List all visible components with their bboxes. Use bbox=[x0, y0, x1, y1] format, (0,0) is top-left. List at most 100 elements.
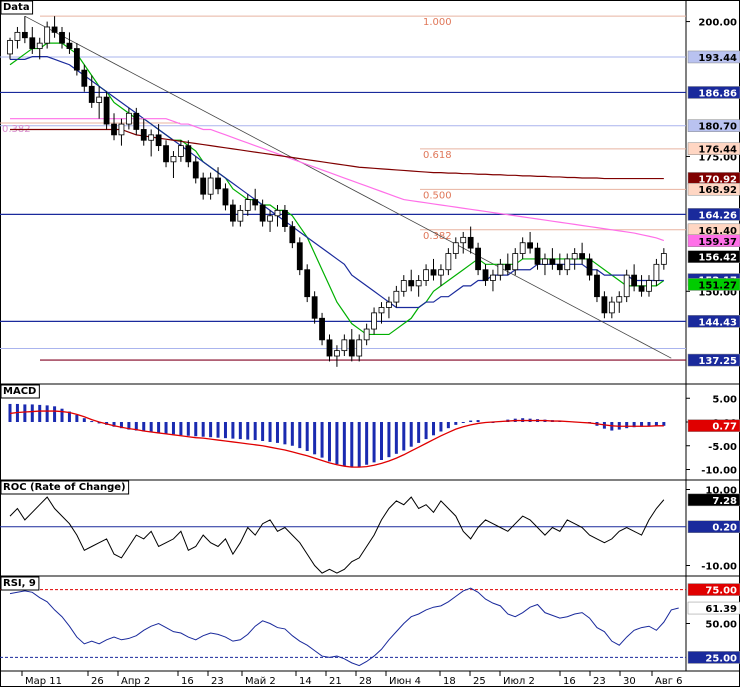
macd-bar bbox=[238, 422, 242, 440]
time-tick-label: 26 bbox=[91, 676, 104, 687]
macd-bar bbox=[446, 422, 450, 429]
candle-body bbox=[564, 258, 571, 271]
candle-body bbox=[542, 258, 548, 265]
macd-bar bbox=[179, 422, 183, 436]
macd-bar bbox=[223, 422, 227, 439]
candle-body bbox=[660, 253, 667, 265]
candle-body bbox=[200, 177, 207, 195]
candle-body bbox=[408, 280, 415, 287]
fib-label: 0.500 bbox=[423, 190, 452, 201]
macd-bar bbox=[149, 422, 153, 433]
rsi-level-label-box bbox=[687, 583, 740, 596]
macd-bar bbox=[60, 408, 64, 422]
time-tick-label: 16 bbox=[563, 676, 576, 687]
candle-body bbox=[88, 85, 95, 103]
time-tick-label: 23 bbox=[211, 676, 224, 687]
candle-body bbox=[267, 215, 273, 222]
candle-body bbox=[586, 258, 593, 276]
macd-bar bbox=[75, 414, 79, 422]
candle-body bbox=[185, 145, 192, 163]
price-level-label: 186.86 bbox=[698, 88, 737, 99]
macd-bar bbox=[246, 422, 250, 440]
time-tick-label: 21 bbox=[329, 676, 342, 687]
macd-bar bbox=[454, 422, 458, 425]
candle-body bbox=[326, 339, 333, 357]
last-price-arrow bbox=[689, 255, 695, 260]
fib-label: 0.382 bbox=[423, 231, 452, 242]
macd-bar bbox=[409, 422, 413, 447]
macd-bar bbox=[67, 411, 71, 422]
candle-body bbox=[497, 263, 504, 276]
macd-bar bbox=[662, 422, 666, 426]
time-tick-label: 23 bbox=[593, 676, 606, 687]
time-tick-label: 16 bbox=[181, 676, 194, 687]
macd-bar bbox=[261, 422, 265, 441]
macd-bar bbox=[476, 420, 480, 422]
candle-body bbox=[140, 129, 147, 141]
macd-bar bbox=[432, 422, 436, 436]
macd-bar bbox=[372, 422, 376, 463]
rsi-y-tick: 50.00 bbox=[705, 620, 737, 631]
candle-body bbox=[21, 31, 28, 39]
candle-body bbox=[638, 285, 645, 292]
candle-body bbox=[229, 204, 236, 222]
candle-body bbox=[334, 350, 340, 357]
macd-bar bbox=[201, 422, 205, 437]
candle-body bbox=[356, 339, 363, 357]
candle-body bbox=[155, 134, 162, 147]
candle-body bbox=[289, 226, 296, 244]
rsi-value-label: 61.39 bbox=[705, 604, 737, 615]
macd-bar bbox=[394, 422, 398, 454]
macd-bar bbox=[640, 422, 644, 427]
candle-body bbox=[631, 274, 638, 287]
candle-body bbox=[452, 242, 459, 254]
roc-reference-label-box bbox=[687, 520, 740, 533]
macd-bar bbox=[90, 421, 94, 423]
price-level-label-box bbox=[687, 234, 740, 248]
rsi-value-label-box bbox=[687, 601, 740, 615]
macd-bar bbox=[82, 418, 86, 422]
candle-body bbox=[646, 280, 652, 292]
candle-body bbox=[192, 161, 199, 179]
price-y-tick: 200.00 bbox=[698, 18, 737, 29]
roc-reference-label: 0.20 bbox=[712, 523, 737, 534]
macd-bar bbox=[424, 422, 428, 440]
macd-bar bbox=[127, 422, 131, 430]
candle-body bbox=[571, 253, 578, 260]
macd-bar bbox=[97, 422, 101, 424]
rsi-panel-title: RSI, 9 bbox=[3, 578, 36, 589]
macd-bar bbox=[134, 422, 138, 431]
candle-body bbox=[125, 112, 132, 125]
candle-body bbox=[594, 274, 600, 298]
candle-body bbox=[527, 242, 533, 249]
macd-bar bbox=[142, 422, 146, 432]
roc-value-label-box bbox=[687, 493, 740, 507]
price-level-label: 180.70 bbox=[698, 122, 737, 133]
candle-body bbox=[623, 274, 630, 298]
macd-bar bbox=[38, 404, 42, 422]
macd-bar bbox=[320, 422, 324, 458]
price-level-label: 161.40 bbox=[698, 226, 737, 237]
rsi-level-label-box bbox=[687, 651, 740, 664]
time-tick-label: 18 bbox=[443, 676, 456, 687]
candle-body bbox=[103, 96, 110, 125]
candle-body bbox=[274, 209, 281, 217]
macd-bar bbox=[461, 422, 465, 423]
macd-bar bbox=[654, 422, 658, 426]
candle-body bbox=[66, 42, 73, 49]
candle-body bbox=[467, 236, 474, 249]
roc-panel-title: ROC (Rate of Change) bbox=[3, 482, 126, 493]
macd-bar bbox=[231, 422, 235, 439]
time-tick-label: 25 bbox=[473, 676, 486, 687]
candle-body bbox=[207, 177, 214, 195]
macd-bar bbox=[45, 405, 49, 422]
price-level-label-box bbox=[687, 50, 740, 64]
price-level-label: 151.27 bbox=[698, 280, 737, 291]
candle-body bbox=[341, 339, 348, 352]
time-tick-label: Авг 6 bbox=[655, 676, 683, 687]
price-level-label-box bbox=[687, 315, 740, 328]
candle-body bbox=[556, 263, 563, 271]
price-level-label-box bbox=[687, 250, 740, 263]
trend-line bbox=[24, 15, 672, 359]
